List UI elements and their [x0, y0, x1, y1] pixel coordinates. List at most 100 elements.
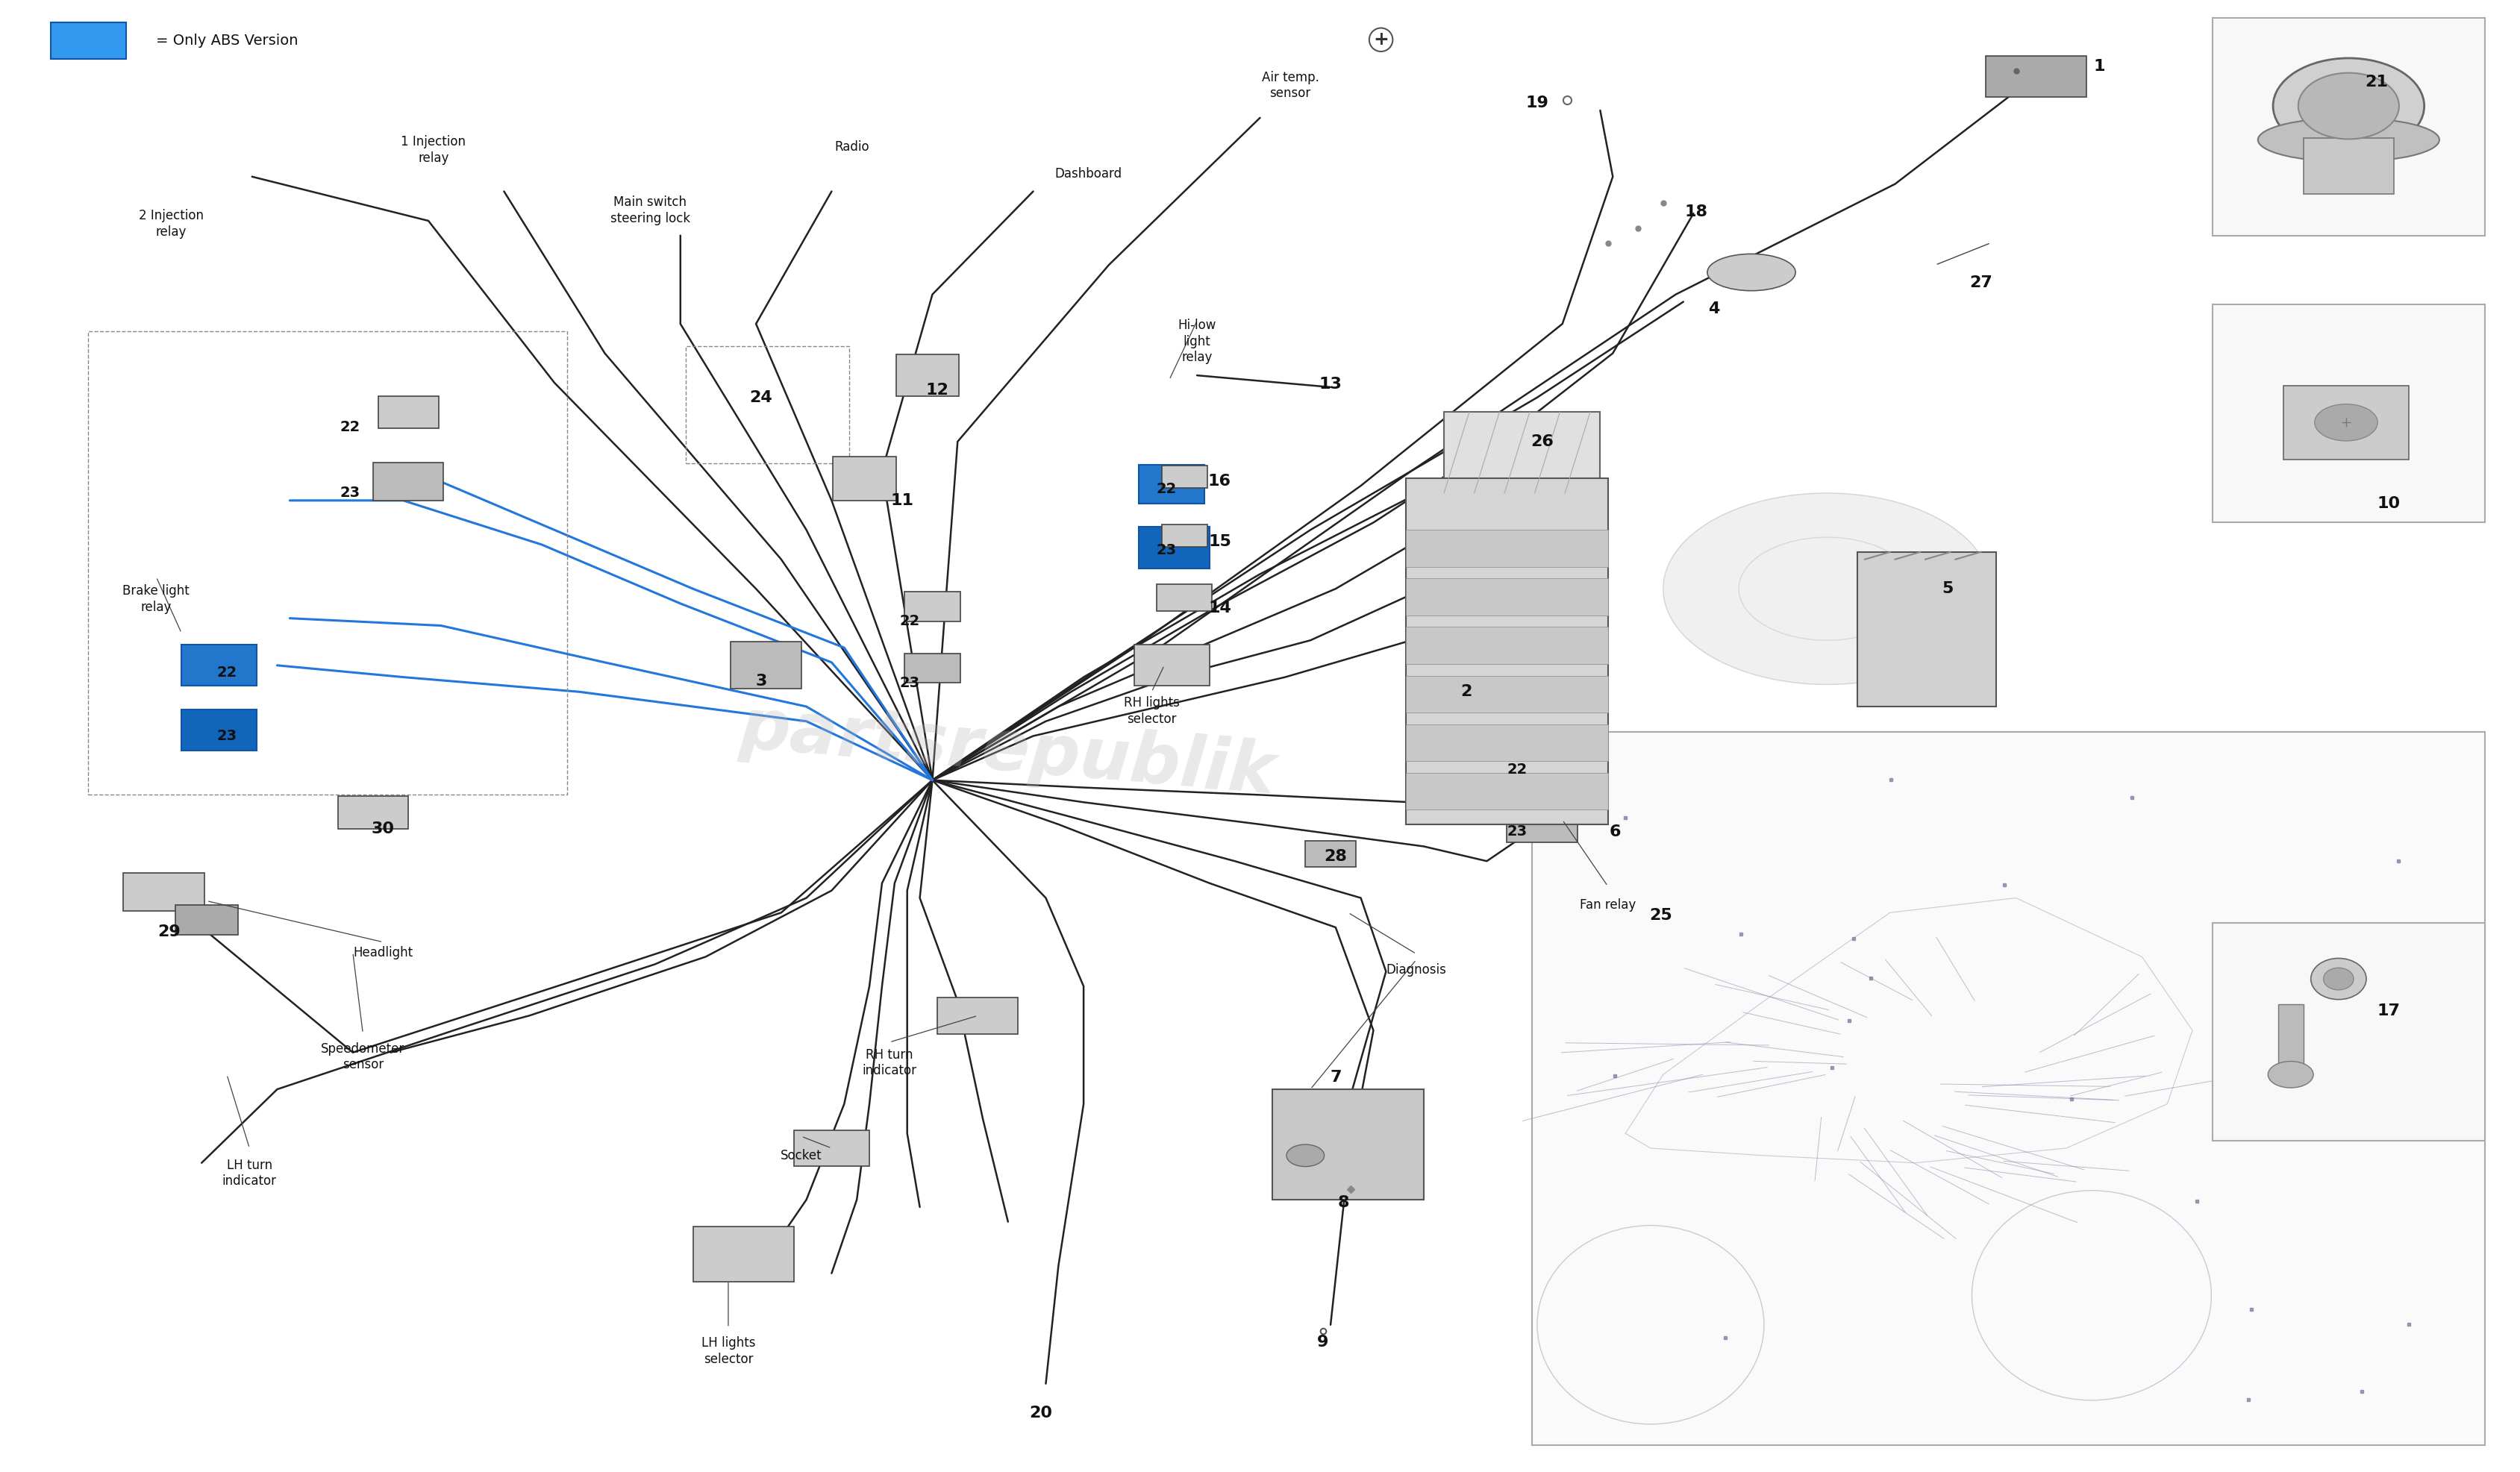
Bar [123, 873, 204, 911]
Bar [1305, 841, 1356, 867]
Text: 14: 14 [1207, 601, 1232, 615]
Bar [2213, 18, 2485, 236]
Text: 25: 25 [1648, 908, 1673, 923]
Text: Speedometer
sensor: Speedometer sensor [320, 1042, 406, 1072]
Text: 22: 22 [217, 665, 237, 680]
Text: 19: 19 [1525, 96, 1550, 110]
Text: = Only ABS Version: = Only ABS Version [156, 34, 297, 47]
Bar [1134, 645, 1210, 686]
Text: Fan relay: Fan relay [1580, 898, 1635, 913]
Bar [731, 642, 801, 689]
Text: 24: 24 [748, 390, 774, 405]
Bar [1406, 724, 1608, 761]
Bar [1139, 465, 1205, 503]
Bar [1509, 743, 1575, 779]
Text: 22: 22 [900, 614, 920, 629]
Ellipse shape [2298, 72, 2399, 138]
Text: Radio: Radio [834, 140, 869, 155]
Text: Diagnosis: Diagnosis [1386, 963, 1446, 977]
Bar [174, 905, 237, 935]
Text: 13: 13 [1318, 377, 1343, 392]
Bar [338, 796, 408, 829]
Bar [1406, 478, 1608, 824]
Ellipse shape [2323, 969, 2354, 989]
Text: RH turn
indicator: RH turn indicator [862, 1048, 917, 1078]
Bar [693, 1226, 794, 1282]
Bar [1157, 584, 1212, 611]
Bar [378, 396, 438, 428]
Bar [1406, 773, 1608, 810]
Bar [1139, 527, 1210, 568]
Text: 28: 28 [1323, 849, 1348, 864]
Ellipse shape [2268, 1061, 2313, 1088]
Text: Dashboard: Dashboard [1056, 166, 1121, 181]
Bar [905, 654, 960, 683]
Bar [1406, 530, 1608, 567]
Text: Air temp.
sensor: Air temp. sensor [1263, 71, 1318, 100]
Text: 22: 22 [340, 420, 360, 434]
Bar [832, 456, 897, 500]
Bar [897, 355, 958, 396]
Text: 17: 17 [2376, 1004, 2402, 1019]
Text: 23: 23 [1157, 543, 1177, 558]
Bar [937, 998, 1018, 1033]
Text: 9: 9 [1318, 1335, 1328, 1350]
Bar [1444, 412, 1600, 493]
Bar [1162, 524, 1207, 546]
Text: Hi-low
light
relay: Hi-low light relay [1177, 319, 1217, 364]
Bar [2213, 305, 2485, 523]
Bar [1273, 1089, 1424, 1200]
Text: 10: 10 [2376, 496, 2402, 511]
Text: 20: 20 [1028, 1406, 1053, 1420]
Text: 30: 30 [370, 821, 396, 836]
Bar [50, 22, 126, 59]
Text: 23: 23 [217, 729, 237, 743]
Text: 22: 22 [1157, 481, 1177, 496]
Text: 11: 11 [890, 493, 915, 508]
Text: LH turn
indicator: LH turn indicator [222, 1158, 277, 1188]
Bar [2278, 1004, 2303, 1078]
Text: 26: 26 [1530, 434, 1555, 449]
Text: 2: 2 [1462, 684, 1472, 699]
Text: 23: 23 [340, 486, 360, 500]
Text: 29: 29 [156, 924, 181, 939]
Text: 21: 21 [2364, 75, 2389, 90]
Bar [685, 346, 849, 464]
Bar [373, 462, 444, 500]
Text: 4: 4 [1709, 302, 1719, 316]
Text: LH lights
selector: LH lights selector [701, 1337, 756, 1366]
Text: 22: 22 [1507, 762, 1527, 777]
Bar [1986, 56, 2087, 97]
Bar [1406, 627, 1608, 664]
Text: 1 Injection
relay: 1 Injection relay [401, 135, 466, 165]
Text: +: + [1373, 31, 1389, 49]
Ellipse shape [1285, 1145, 1326, 1166]
Bar [2303, 138, 2394, 194]
Text: 15: 15 [1207, 534, 1232, 549]
Text: 1: 1 [2094, 59, 2104, 74]
Ellipse shape [1709, 255, 1794, 291]
Bar [1406, 676, 1608, 712]
Bar [1857, 552, 1996, 707]
Bar [181, 710, 257, 751]
Bar [2283, 386, 2409, 459]
Text: 5: 5 [1943, 581, 1953, 596]
Ellipse shape [2313, 405, 2379, 442]
Text: Brake light
relay: Brake light relay [123, 584, 189, 614]
Ellipse shape [2273, 57, 2424, 155]
Text: 8: 8 [1338, 1195, 1348, 1210]
Bar [905, 592, 960, 621]
Bar [2213, 923, 2485, 1141]
Text: 18: 18 [1683, 205, 1709, 219]
Bar [794, 1130, 869, 1166]
Bar [1406, 578, 1608, 615]
Bar [88, 331, 567, 795]
Ellipse shape [2258, 118, 2439, 162]
Bar [181, 645, 257, 686]
Bar [1507, 804, 1578, 842]
Text: 6: 6 [1610, 824, 1620, 839]
Text: 23: 23 [900, 676, 920, 690]
Text: RH lights
selector: RH lights selector [1124, 696, 1179, 726]
Text: Socket: Socket [781, 1148, 822, 1163]
Text: Headlight: Headlight [353, 945, 413, 960]
